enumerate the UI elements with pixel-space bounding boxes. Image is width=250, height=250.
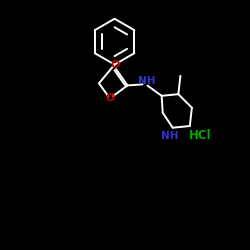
- Text: O: O: [106, 93, 115, 103]
- Text: NH: NH: [138, 76, 156, 86]
- Text: NH: NH: [162, 131, 179, 141]
- Text: O: O: [110, 60, 120, 70]
- Text: HCl: HCl: [189, 129, 211, 142]
